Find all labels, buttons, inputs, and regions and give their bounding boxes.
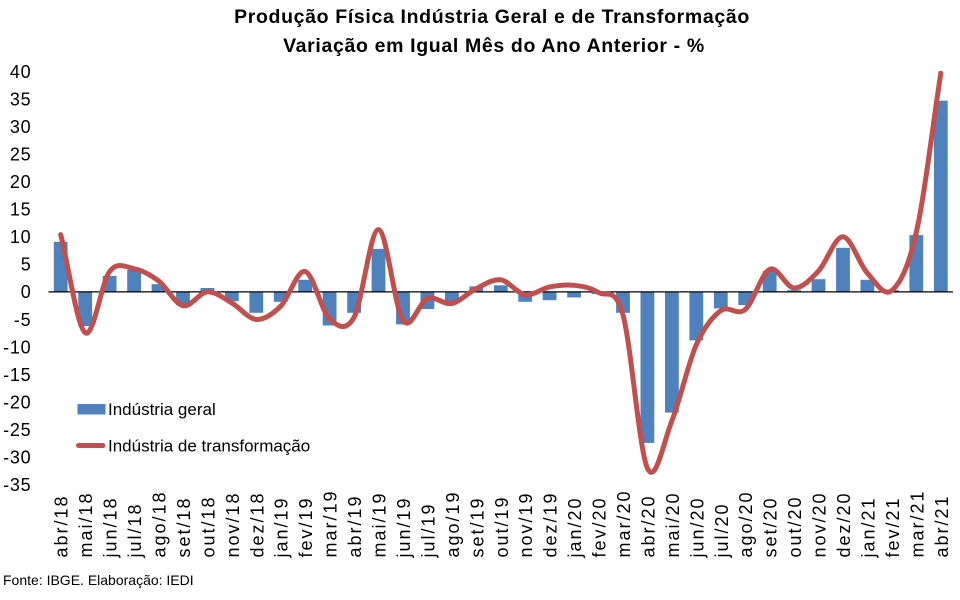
svg-text:jan/20: jan/20 bbox=[565, 496, 585, 558]
svg-text:Indústria geral: Indústria geral bbox=[108, 400, 216, 419]
svg-text:nov/18: nov/18 bbox=[223, 491, 243, 557]
svg-text:mar/19: mar/19 bbox=[321, 489, 341, 557]
svg-text:abr/18: abr/18 bbox=[52, 494, 72, 557]
svg-text:-30: -30 bbox=[3, 448, 31, 468]
svg-text:-35: -35 bbox=[3, 475, 31, 495]
svg-text:set/19: set/19 bbox=[467, 496, 487, 557]
svg-text:out/19: out/19 bbox=[492, 495, 512, 557]
svg-text:mar/21: mar/21 bbox=[907, 489, 927, 557]
svg-text:-15: -15 bbox=[3, 365, 31, 385]
svg-text:Indústria de transformação: Indústria de transformação bbox=[108, 437, 310, 456]
svg-text:mai/20: mai/20 bbox=[663, 491, 683, 557]
svg-text:abr/19: abr/19 bbox=[345, 494, 365, 557]
svg-text:ago/18: ago/18 bbox=[150, 490, 170, 557]
svg-text:nov/20: nov/20 bbox=[810, 491, 830, 557]
svg-text:set/20: set/20 bbox=[761, 496, 781, 557]
svg-text:jan/19: jan/19 bbox=[272, 496, 292, 558]
svg-text:40: 40 bbox=[10, 62, 32, 82]
svg-text:abr/21: abr/21 bbox=[932, 494, 952, 557]
svg-text:out/18: out/18 bbox=[198, 495, 218, 557]
svg-text:fev/21: fev/21 bbox=[883, 496, 903, 557]
svg-text:abr/20: abr/20 bbox=[638, 494, 658, 557]
svg-text:30: 30 bbox=[10, 117, 32, 137]
svg-text:mai/18: mai/18 bbox=[76, 491, 96, 557]
svg-text:25: 25 bbox=[10, 144, 32, 164]
svg-text:35: 35 bbox=[10, 89, 32, 109]
svg-text:jun/18: jun/18 bbox=[101, 496, 121, 558]
svg-text:jul/19: jul/19 bbox=[418, 502, 438, 558]
svg-text:-25: -25 bbox=[3, 420, 31, 440]
svg-text:jun/19: jun/19 bbox=[394, 496, 414, 558]
svg-text:mar/20: mar/20 bbox=[614, 489, 634, 557]
svg-text:-10: -10 bbox=[3, 337, 31, 357]
svg-text:mai/19: mai/19 bbox=[370, 491, 390, 557]
svg-text:15: 15 bbox=[10, 200, 32, 220]
svg-text:Fonte: IBGE. Elaboração: IEDI: Fonte: IBGE. Elaboração: IEDI bbox=[3, 572, 194, 588]
svg-text:ago/20: ago/20 bbox=[736, 490, 756, 557]
svg-text:ago/19: ago/19 bbox=[443, 490, 463, 557]
svg-text:Produção Física Indústria Gera: Produção Física Indústria Geral e de Tra… bbox=[234, 6, 750, 28]
svg-text:fev/20: fev/20 bbox=[590, 496, 610, 557]
svg-text:-20: -20 bbox=[3, 392, 31, 412]
svg-text:-5: -5 bbox=[14, 310, 32, 330]
svg-text:jul/20: jul/20 bbox=[712, 502, 732, 558]
svg-text:jan/21: jan/21 bbox=[858, 496, 878, 558]
svg-text:10: 10 bbox=[10, 227, 32, 247]
svg-text:Variação em Igual Mês do Ano A: Variação em Igual Mês do Ano Anterior - … bbox=[283, 35, 705, 57]
svg-text:dez/19: dez/19 bbox=[541, 491, 561, 557]
svg-text:dez/20: dez/20 bbox=[834, 491, 854, 557]
svg-text:0: 0 bbox=[21, 282, 32, 302]
svg-text:dez/18: dez/18 bbox=[247, 491, 267, 557]
svg-text:out/20: out/20 bbox=[785, 495, 805, 557]
svg-text:jun/20: jun/20 bbox=[687, 496, 707, 558]
svg-text:nov/19: nov/19 bbox=[516, 491, 536, 557]
svg-text:set/18: set/18 bbox=[174, 496, 194, 557]
svg-text:20: 20 bbox=[10, 172, 32, 192]
svg-text:5: 5 bbox=[21, 255, 32, 275]
svg-text:fev/19: fev/19 bbox=[296, 496, 316, 557]
svg-text:jul/18: jul/18 bbox=[125, 502, 145, 558]
